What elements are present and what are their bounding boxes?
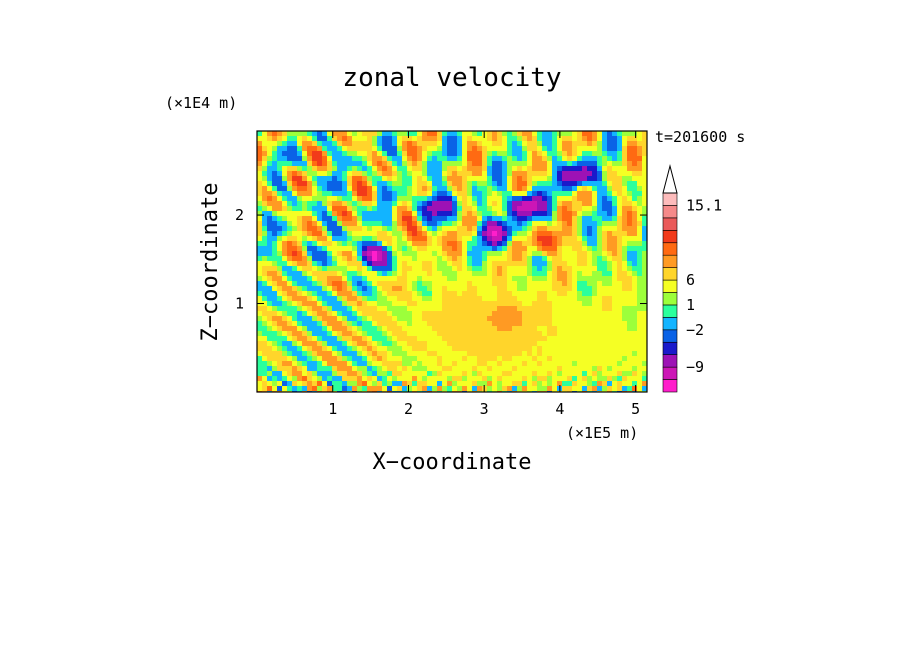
colorbar-swatch: [662, 366, 678, 380]
x-tick-label: 3: [480, 400, 489, 418]
colorbar-swatch: [662, 205, 678, 219]
y-tick-label: 1: [235, 295, 244, 313]
time-label: t=201600 s: [655, 128, 745, 146]
x-tick-label: 4: [555, 400, 564, 418]
chart-title: zonal velocity: [342, 63, 561, 93]
velocity-field: [257, 131, 647, 392]
colorbar-swatch: [662, 242, 678, 256]
y-tick-label: 2: [235, 206, 244, 224]
x-unit-label: (×1E5 m): [566, 424, 638, 442]
colorbar-swatch: [662, 292, 678, 306]
colorbar-swatch: [662, 267, 678, 281]
x-tick-label: 2: [404, 400, 413, 418]
colorbar-swatch: [662, 379, 678, 393]
colorbar-swatch: [662, 279, 678, 293]
plot-frame: [256, 130, 648, 393]
colorbar-swatch: [662, 192, 678, 206]
y-axis-label: Z−coordinate: [198, 183, 223, 342]
y-unit-label: (×1E4 m): [165, 94, 237, 112]
colorbar-swatch: [662, 304, 678, 318]
colorbar-swatch: [662, 254, 678, 268]
colorbar-label: 6: [686, 271, 695, 289]
colorbar-label: 15.1: [686, 196, 722, 214]
colorbar-swatch: [662, 317, 678, 331]
x-axis: 1 2 3 4 5: [328, 131, 640, 418]
colorbar-swatch: [662, 329, 678, 343]
colorbar-swatch: [662, 230, 678, 244]
x-axis-label: X−coordinate: [373, 450, 532, 475]
colorbar-extend-arrow: [662, 164, 678, 194]
colorbar-swatch: [662, 341, 678, 355]
colorbar-swatch: [662, 354, 678, 368]
colorbar-label: −2: [686, 321, 704, 339]
colorbar-label: 1: [686, 296, 695, 314]
colorbar: 15.1 6 1 −2 −9: [662, 164, 722, 393]
colorbar-swatch: [662, 217, 678, 231]
x-tick-label: 1: [328, 400, 337, 418]
y-axis: 12: [235, 206, 647, 313]
x-tick-label: 5: [631, 400, 640, 418]
colorbar-label: −9: [686, 358, 704, 376]
